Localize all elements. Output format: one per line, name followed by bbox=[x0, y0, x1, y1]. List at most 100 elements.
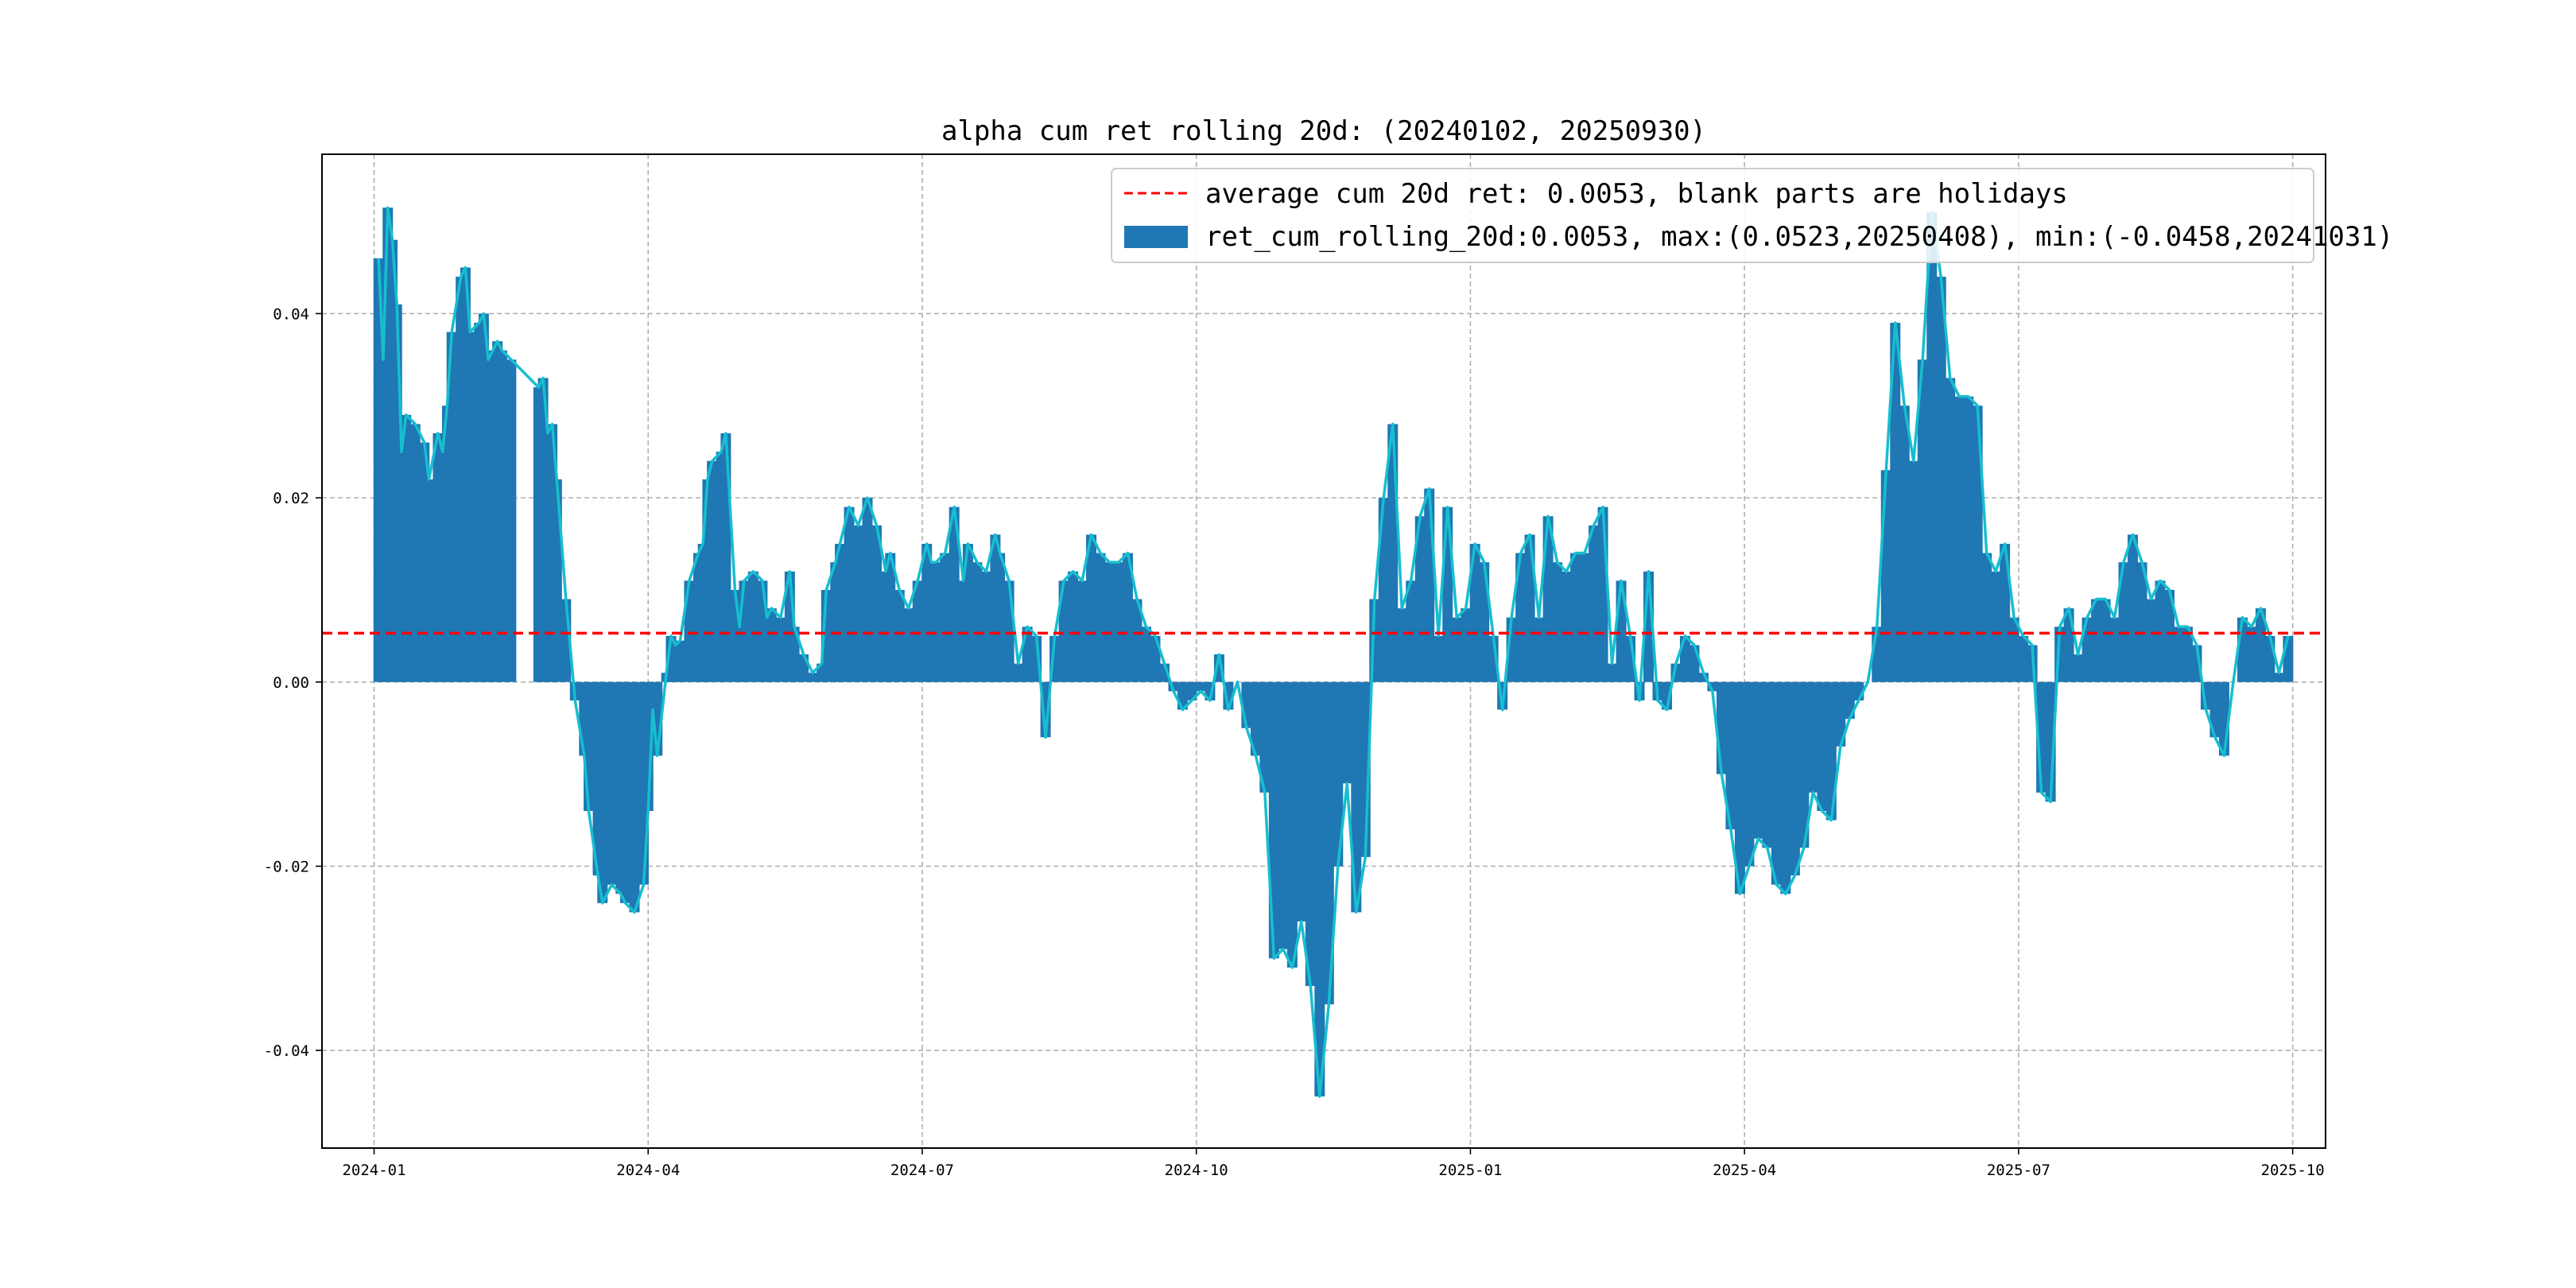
data-bar bbox=[1058, 580, 1069, 682]
data-bar bbox=[1524, 534, 1535, 682]
data-bar bbox=[1123, 553, 1134, 682]
data-bar bbox=[903, 608, 914, 682]
data-bar bbox=[1077, 580, 1088, 682]
data-bar bbox=[1771, 681, 1782, 885]
data-bar bbox=[2283, 635, 2294, 682]
data-bar bbox=[2063, 608, 2074, 682]
data-bar bbox=[1351, 681, 1362, 913]
data-bar bbox=[912, 580, 923, 682]
data-bar bbox=[1278, 681, 1289, 949]
data-bar bbox=[1607, 663, 1618, 682]
data-bar bbox=[1414, 516, 1426, 682]
data-bar bbox=[1981, 553, 1992, 682]
data-bar bbox=[1095, 553, 1106, 682]
data-bar bbox=[1305, 681, 1316, 987]
y-tick-label: 0.04 bbox=[273, 305, 309, 323]
data-bar bbox=[1963, 396, 1974, 682]
data-bar bbox=[2173, 627, 2184, 682]
y-tick-label: 0.00 bbox=[273, 674, 309, 692]
data-bar bbox=[1807, 681, 1818, 793]
data-bar bbox=[1597, 506, 1608, 682]
data-bar bbox=[2255, 608, 2266, 682]
x-axis: 2024-01 2024-04 2024-07 2024-10 2025-01 2025-… bbox=[342, 1148, 2325, 1179]
data-bar bbox=[747, 571, 758, 682]
data-bar bbox=[2155, 580, 2166, 682]
y-tick-label: -0.02 bbox=[264, 859, 309, 876]
data-bar bbox=[1068, 571, 1079, 682]
data-bar bbox=[871, 525, 883, 682]
data-bar bbox=[739, 580, 750, 682]
y-tick-label: -0.04 bbox=[264, 1042, 309, 1060]
data-bar bbox=[1953, 396, 1965, 682]
data-bar bbox=[1104, 562, 1115, 682]
data-bar bbox=[1131, 599, 1143, 682]
data-bar bbox=[1195, 681, 1206, 692]
data-bar bbox=[1341, 681, 1352, 784]
data-bar bbox=[1697, 673, 1709, 682]
data-bar bbox=[1534, 617, 1545, 682]
data-bar bbox=[930, 562, 941, 682]
data-bar bbox=[1259, 681, 1271, 793]
data-bar bbox=[2128, 534, 2139, 682]
bar-series bbox=[373, 208, 2294, 1097]
x-tick-label: 2024-10 bbox=[1165, 1162, 1228, 1179]
data-bar bbox=[862, 498, 873, 682]
data-bar bbox=[1113, 562, 1124, 682]
data-bar bbox=[1286, 681, 1298, 968]
data-bar bbox=[1461, 608, 1472, 682]
data-bar bbox=[1086, 534, 1097, 682]
data-bar bbox=[1561, 571, 1572, 682]
data-bar bbox=[1186, 681, 1197, 700]
data-bar bbox=[496, 350, 507, 682]
data-bar bbox=[1314, 681, 1325, 1097]
data-bar bbox=[2264, 635, 2275, 682]
data-bar bbox=[1762, 681, 1773, 848]
data-bar bbox=[1798, 681, 1810, 848]
data-bar bbox=[1003, 580, 1014, 682]
data-bar bbox=[972, 562, 983, 682]
x-tick-label: 2025-04 bbox=[1713, 1162, 1776, 1179]
chart-title: alpha cum ret rolling 20d: (20240102, 20… bbox=[941, 115, 1706, 147]
data-bar bbox=[620, 681, 631, 903]
data-bar bbox=[1716, 681, 1727, 774]
data-bar bbox=[1589, 525, 1600, 682]
data-bar bbox=[2209, 681, 2221, 738]
data-bar bbox=[1424, 488, 1435, 682]
data-bar bbox=[1899, 405, 1910, 682]
x-tick-label: 2024-07 bbox=[890, 1162, 954, 1179]
data-bar bbox=[885, 553, 896, 682]
legend-bar-swatch bbox=[1124, 226, 1188, 248]
data-bar bbox=[1552, 562, 1563, 682]
data-bar bbox=[1890, 323, 1901, 682]
data-bar bbox=[775, 617, 786, 682]
data-bar bbox=[1926, 211, 1938, 682]
data-bar bbox=[1140, 627, 1151, 682]
legend-box bbox=[1111, 168, 2314, 263]
data-bar bbox=[1835, 681, 1846, 747]
data-bar bbox=[584, 681, 595, 811]
plot-frame bbox=[321, 153, 2326, 1149]
data-bar bbox=[2273, 673, 2284, 682]
data-bar bbox=[423, 479, 434, 682]
data-bar bbox=[940, 553, 951, 682]
data-bar bbox=[1734, 681, 1745, 894]
data-bar bbox=[1844, 681, 1855, 720]
data-bar bbox=[949, 506, 960, 682]
data-bar bbox=[1780, 681, 1791, 894]
data-bar bbox=[1515, 553, 1527, 682]
data-bar bbox=[629, 681, 640, 913]
x-tick-label: 2025-10 bbox=[2261, 1162, 2325, 1179]
data-bar bbox=[1323, 681, 1334, 1005]
data-bar bbox=[807, 673, 818, 682]
y-axis: -0.04 -0.02 0.00 0.02 0.04 bbox=[264, 305, 322, 1060]
data-bar bbox=[1442, 506, 1453, 682]
data-bar bbox=[720, 433, 731, 682]
data-bar bbox=[401, 414, 412, 682]
data-bar bbox=[707, 460, 718, 682]
data-bar bbox=[1752, 681, 1763, 839]
data-bar bbox=[2000, 544, 2011, 682]
data-bar bbox=[506, 359, 517, 682]
x-tick-label: 2024-01 bbox=[342, 1162, 405, 1179]
data-bar bbox=[1935, 277, 1946, 682]
